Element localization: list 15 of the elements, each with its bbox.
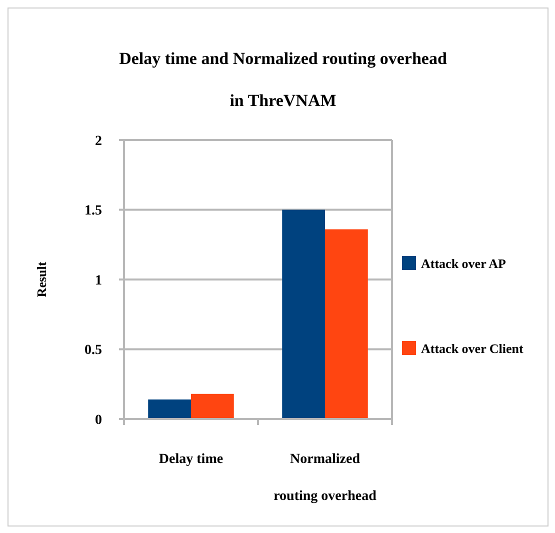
bar	[148, 399, 191, 419]
category-label: Normalized routing overhead	[274, 452, 376, 504]
y-tick-label: 2	[95, 134, 102, 149]
chart-title: Delay time and Normalized routing overhead in ThreVNAM	[119, 49, 447, 110]
y-tick-label: 1.5	[84, 204, 102, 219]
y-tick-label: 1	[95, 273, 102, 288]
y-tick-label: 0.5	[84, 343, 102, 358]
bar	[325, 229, 368, 419]
legend-label: Attack over Client	[421, 341, 524, 356]
x-tick-label: Delay time	[158, 452, 224, 467]
bar	[282, 210, 325, 419]
legend-label: Attack over AP	[421, 256, 506, 271]
y-axis-title: Result	[34, 261, 49, 298]
y-tick-label: 0	[95, 412, 102, 428]
bar	[191, 394, 234, 419]
